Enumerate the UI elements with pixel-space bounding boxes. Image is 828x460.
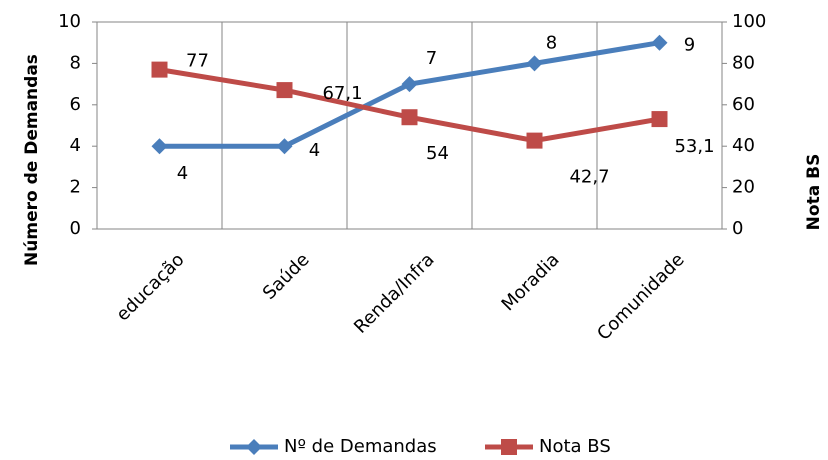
legend-label: Nota BS	[539, 436, 611, 457]
y-tick-label: 4	[70, 135, 81, 156]
marker	[151, 61, 168, 78]
marker	[151, 138, 168, 155]
data-label: 77	[186, 51, 209, 72]
marker	[651, 111, 668, 128]
y2-tick-label: 40	[732, 135, 755, 156]
x-tick-label: Renda/Infra	[350, 249, 439, 338]
marker	[401, 109, 418, 126]
y2-axis-title: Nota BS	[804, 154, 824, 231]
y-axis-title: Número de Demandas	[22, 54, 42, 266]
legend-marker	[501, 439, 517, 455]
data-label: 7	[426, 48, 437, 69]
marker	[401, 76, 418, 93]
y2-tick-label: 60	[732, 94, 755, 115]
y-tick-label: 0	[70, 218, 81, 239]
y-tick-label: 8	[70, 52, 81, 73]
y2-tick-label: 0	[732, 218, 743, 239]
data-label: 42,7	[569, 167, 609, 188]
x-tick-label: Comunidade	[593, 249, 688, 344]
marker	[276, 138, 293, 155]
plot-area	[96, 21, 723, 230]
y-tick-label: 6	[70, 94, 81, 115]
y2-tick-label: 100	[732, 11, 766, 32]
y-tick-label: 10	[58, 11, 81, 32]
data-label: 53,1	[674, 136, 714, 157]
x-tick-label: educação	[112, 249, 188, 325]
y-tick-label: 2	[70, 177, 81, 198]
marker	[651, 34, 668, 51]
data-label: 54	[426, 143, 449, 164]
legend-label: Nº de Demandas	[284, 436, 437, 457]
x-tick-label: Saúde	[259, 249, 314, 304]
data-label: 8	[546, 32, 557, 53]
legend-marker	[246, 439, 262, 455]
marker	[526, 55, 543, 72]
y2-tick-label: 80	[732, 52, 755, 73]
x-tick-label: Moradia	[498, 249, 564, 315]
marker	[526, 132, 543, 149]
marker	[276, 82, 293, 99]
data-label: 67,1	[322, 83, 362, 104]
data-label: 4	[177, 163, 188, 184]
y2-tick-label: 20	[732, 177, 755, 198]
data-label: 4	[309, 140, 320, 161]
data-label: 9	[684, 35, 695, 56]
